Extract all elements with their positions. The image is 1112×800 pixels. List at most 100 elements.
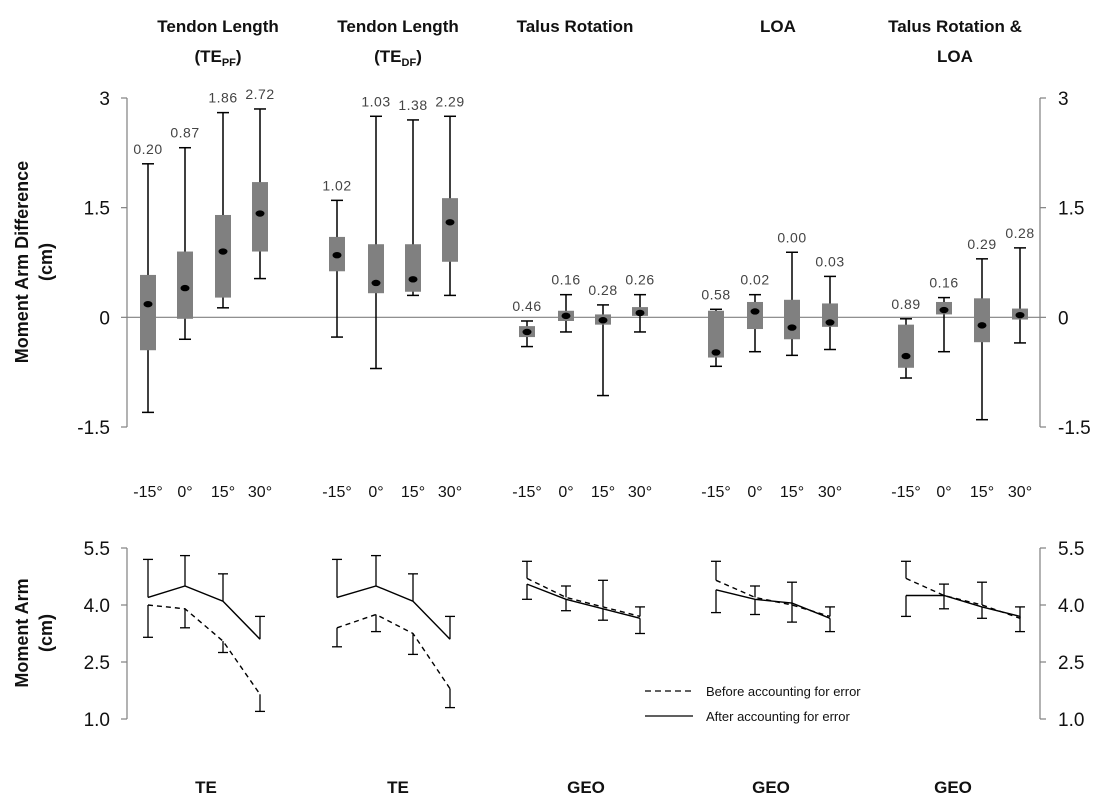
box-ylabel-line1: Moment Arm Difference — [12, 161, 32, 363]
box-median-marker — [711, 349, 721, 356]
angle-label: 30° — [628, 484, 652, 501]
bottom-label-1: TE — [195, 778, 217, 797]
box-median-marker — [939, 306, 949, 314]
legend-after-label: After accounting for error — [706, 709, 850, 724]
box-median-marker — [901, 352, 911, 360]
angle-label: 15° — [401, 484, 425, 501]
box-value-label: 0.46 — [512, 298, 541, 314]
line-right-tick-label: 4.0 — [1058, 596, 1084, 617]
box-iqr — [442, 198, 458, 262]
panel-title-1: Tendon Length (TEPF) — [157, 17, 279, 69]
angle-label: -15° — [891, 484, 921, 501]
line-ylabel-line2: (cm) — [36, 614, 56, 652]
box-right-tick-label: 1.5 — [1058, 199, 1084, 220]
line-left-tick-label: 5.5 — [84, 539, 110, 560]
box-iqr — [708, 310, 724, 358]
box-iqr — [368, 244, 384, 294]
line-before — [526, 577, 641, 618]
box-value-label: 0.29 — [967, 236, 996, 252]
angle-label: 30° — [438, 484, 462, 501]
panel-title-5-line2: LOA — [937, 47, 973, 66]
box-iqr — [252, 182, 268, 252]
box-median-marker — [255, 210, 265, 217]
box-iqr — [140, 274, 156, 351]
line-after — [715, 589, 831, 619]
box-median-marker — [445, 219, 455, 226]
line-left-tick-label: 1.0 — [84, 710, 110, 731]
box-median-marker — [787, 324, 797, 331]
line-before — [336, 613, 451, 689]
bottom-label-3: GEO — [567, 778, 605, 797]
box-right-tick-label: 3 — [1058, 89, 1069, 110]
box-median-marker — [598, 317, 608, 324]
line-after — [906, 594, 1021, 618]
panel-title-1-line1: Tendon Length — [157, 17, 279, 36]
box-median-marker — [635, 309, 645, 317]
panel-title-2-line1: Tendon Length — [337, 17, 459, 36]
angle-label: 15° — [591, 484, 615, 501]
box-median-marker — [143, 300, 153, 308]
box-median-marker — [371, 279, 381, 287]
box-iqr — [405, 244, 421, 292]
box-iqr — [784, 299, 800, 340]
box-left-tick-label: 3 — [99, 89, 110, 110]
line-after — [526, 583, 641, 619]
line-before — [147, 604, 261, 695]
line-ylabel: Moment Arm (cm) — [12, 578, 56, 687]
box-value-label: 0.16 — [929, 275, 958, 291]
box-value-label: 0.20 — [133, 141, 162, 157]
box-value-label: 0.03 — [815, 253, 844, 269]
angle-label: 0° — [936, 484, 951, 501]
box-value-label: 0.87 — [170, 125, 199, 141]
legend: Before accounting for error After accoun… — [645, 684, 861, 724]
box-value-label: 1.03 — [361, 93, 390, 109]
legend-before-label: Before accounting for error — [706, 684, 861, 699]
box-value-label: 0.00 — [777, 229, 806, 245]
plot-layer: -1.5 -1.5 0 0 1.5 1.5 3 3 0.20 0.87 1.86 2.72 1.02 1.… — [77, 86, 1091, 731]
line-ylabel-line1: Moment Arm — [12, 578, 32, 687]
angle-label: 15° — [970, 484, 994, 501]
box-value-label: 1.38 — [398, 97, 427, 113]
box-iqr — [898, 324, 914, 368]
box-value-label: 0.28 — [1005, 225, 1034, 241]
box-left-tick-label: 1.5 — [84, 199, 110, 220]
box-median-marker — [561, 312, 571, 320]
line-left-tick-label: 2.5 — [84, 653, 110, 674]
angle-label: 15° — [211, 484, 235, 501]
panel-title-5: Talus Rotation & LOA — [888, 17, 1022, 66]
box-value-label: 0.28 — [588, 282, 617, 298]
box-right-tick-label: -1.5 — [1058, 418, 1091, 439]
panel-title-1-line2: (TEPF) — [194, 47, 241, 69]
box-median-marker — [977, 322, 987, 329]
box-iqr — [215, 214, 231, 298]
box-median-marker — [408, 276, 418, 283]
box-ylabel: Moment Arm Difference (cm) — [12, 161, 56, 363]
box-iqr — [974, 298, 990, 343]
angle-label: 30° — [1008, 484, 1032, 501]
panel-title-2: Tendon Length (TEDF) — [337, 17, 459, 69]
line-after — [336, 585, 451, 640]
box-value-label: 2.72 — [245, 86, 274, 102]
angle-label: -15° — [512, 484, 542, 501]
line-after — [147, 585, 261, 640]
box-ylabel-line2: (cm) — [36, 243, 56, 281]
box-median-marker — [825, 319, 835, 326]
panel-title-2-line2: (TEDF) — [374, 47, 422, 69]
line-right-tick-label: 1.0 — [1058, 710, 1084, 731]
box-value-label: 0.02 — [740, 272, 769, 288]
box-median-marker — [218, 248, 228, 255]
box-median-marker — [750, 308, 760, 315]
angle-label: 0° — [177, 484, 192, 501]
angle-label: 0° — [747, 484, 762, 501]
box-left-tick-label: 0 — [99, 308, 110, 329]
angle-label: 30° — [248, 484, 272, 501]
box-median-marker — [180, 284, 190, 292]
bottom-label-5: GEO — [934, 778, 972, 797]
box-iqr — [747, 301, 763, 330]
box-value-label: 2.29 — [435, 93, 464, 109]
bottom-label-4: GEO — [752, 778, 790, 797]
angle-label: -15° — [322, 484, 352, 501]
box-value-label: 0.16 — [551, 272, 580, 288]
box-median-marker — [1015, 311, 1025, 319]
